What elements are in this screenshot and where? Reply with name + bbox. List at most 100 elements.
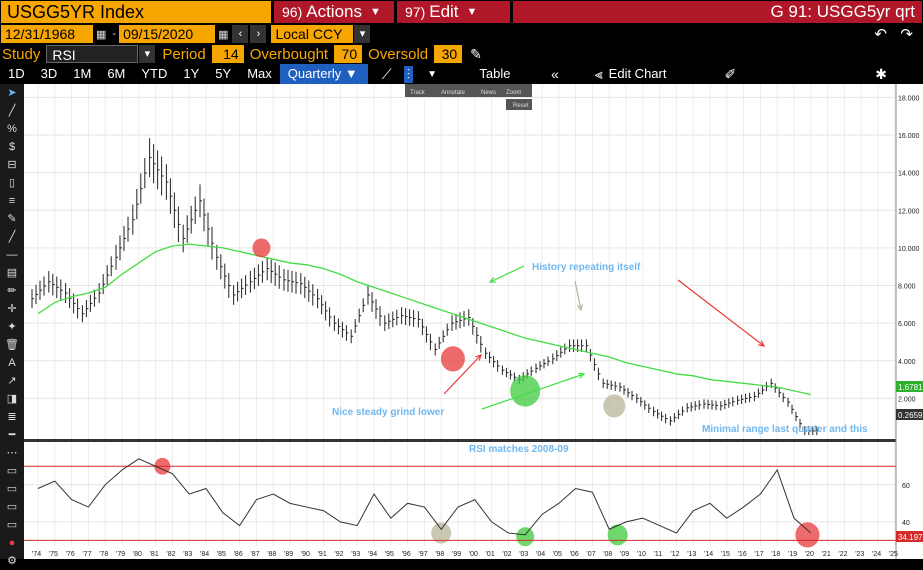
edit-chart-icon[interactable]: ⫷ (594, 65, 603, 82)
actions-menu[interactable]: 96) Actions ▼ (274, 1, 394, 23)
currency-field[interactable]: Local CCY (271, 25, 354, 43)
palette-icon[interactable]: ● (8, 537, 16, 549)
range-1d[interactable]: 1D (8, 66, 25, 81)
rsi-y-tick-label: 60 (902, 483, 910, 490)
annotation-arrowhead (577, 372, 586, 379)
brush-icon[interactable]: ✎ (7, 213, 17, 225)
mini-tab-track[interactable]: Track (410, 90, 426, 96)
reset-button[interactable] (506, 99, 532, 110)
x-tick-label: '06 (570, 551, 579, 558)
mini-tab-zoom[interactable]: Zoom (506, 90, 521, 96)
ticker-field[interactable]: USGG5YR Index (1, 1, 271, 23)
y-axis-labels: 2.000 4.000 6.000 8.000 10.000 12.000 14.000 16… (898, 95, 920, 526)
percent-icon[interactable]: % (7, 123, 17, 135)
line-chart-icon[interactable]: ⟋ (381, 65, 392, 82)
color-icon[interactable]: ◨ (6, 393, 18, 405)
edit-chart-button[interactable]: Edit Chart (608, 66, 667, 81)
chart-type-dropdown-icon[interactable]: ▼ (427, 68, 437, 80)
rsi-last-value-tag (896, 531, 923, 542)
lines-icon[interactable]: ≣ (7, 411, 17, 423)
calendar-icon[interactable]: ▦ (96, 28, 107, 41)
mode-b-icon[interactable]: ▭ (6, 483, 18, 495)
edit-label: Edit (429, 2, 459, 21)
chevron-down-icon: ▼ (344, 66, 358, 81)
settings-tool-icon[interactable]: ⚙ (7, 555, 17, 567)
y-tick-label: 14.000 (898, 171, 920, 178)
price-last-value: 0.2659 (898, 411, 923, 420)
range-3d[interactable]: 3D (40, 66, 58, 81)
range-toolbar: 1D 3D 1M 6M YTD 1Y 5Y Max Quarterly ▼ ⟋ … (0, 64, 923, 84)
collapse-icon[interactable]: « (550, 66, 559, 82)
annotate-icon[interactable]: ✐ (724, 65, 737, 82)
rectangle-icon[interactable]: ▯ (8, 177, 16, 189)
prev-arrow-icon[interactable]: ‹ (232, 25, 249, 43)
next-arrow-icon[interactable]: › (250, 25, 267, 43)
start-date-field[interactable]: 12/31/1968 (1, 25, 93, 43)
pen-icon[interactable]: ╱ (8, 105, 16, 117)
screen-title: G 91: USGG5yr qrt (770, 2, 915, 21)
trash-icon[interactable]: 🗑 (5, 339, 19, 351)
oversold-input[interactable]: 30 (434, 45, 463, 63)
dotted-line-icon[interactable]: ⋯ (6, 447, 18, 459)
overbought-input[interactable]: 70 (334, 45, 363, 63)
range-5y[interactable]: 5Y (215, 66, 232, 81)
range-1m[interactable]: 1M (73, 66, 92, 81)
solid-line-icon[interactable]: ━ (8, 429, 16, 441)
mode-c-icon[interactable]: ▭ (6, 501, 18, 513)
channel-icon[interactable]: ▤ (6, 267, 18, 279)
redo-icon[interactable]: ↷ (900, 26, 913, 43)
mini-toolbar[interactable]: Track Annotate News Zoom Reset (405, 84, 532, 110)
calendar-icon[interactable]: ▦ (218, 28, 229, 41)
gear-icon[interactable]: ✱ (875, 65, 887, 82)
mini-tab-annotate[interactable]: Annotate (441, 90, 466, 96)
arrow-tool-icon[interactable]: ↗ (7, 375, 17, 387)
ohlc-bar-icon[interactable]: ⫶ (403, 65, 414, 83)
range-quarterly[interactable]: Quarterly ▼ (279, 64, 368, 84)
annotation-arrow (489, 265, 525, 283)
range-6m[interactable]: 6M (107, 66, 126, 81)
fibonacci-icon[interactable]: ≡ (8, 195, 16, 207)
ma-last-value: 1.6781 (898, 383, 923, 392)
study-dropdown-icon[interactable]: ▾ (139, 45, 156, 63)
title-spacer (513, 1, 922, 23)
edit-menu[interactable]: 97) Edit ▼ (397, 1, 510, 23)
mode-a-icon[interactable]: ▭ (6, 465, 18, 477)
range-1y[interactable]: 1Y (183, 66, 200, 81)
period-input[interactable]: 14 (211, 45, 244, 63)
annotation-arrow (677, 279, 765, 347)
range-ytd[interactable]: YTD (141, 66, 168, 81)
y-tick-label: 4.000 (898, 359, 916, 366)
crosshair-icon[interactable]: ✛ (7, 303, 17, 315)
y-tick-label: 2.000 (898, 396, 916, 403)
dollar-icon[interactable]: $ (8, 141, 16, 153)
end-date-field[interactable]: 09/15/2020 (119, 25, 216, 43)
line-tool-icon[interactable]: ╱ (8, 231, 16, 243)
annotation-circle (440, 346, 465, 372)
study-select[interactable]: RSI (46, 45, 139, 63)
table-button[interactable]: Table (479, 66, 511, 81)
mode-d-icon[interactable]: ▭ (6, 519, 18, 531)
x-tick-label: '87 (250, 551, 259, 558)
ruler-icon[interactable]: ⊟ (7, 159, 17, 171)
rsi-reference-lines (24, 465, 896, 541)
chart-area[interactable]: Track Annotate News Zoom Reset 2.000 4.00… (24, 84, 923, 559)
paint-icon[interactable]: ✦ (7, 321, 17, 333)
oversold-label: Oversold (368, 45, 429, 63)
annotation-rsi: RSI matches 2008-09 (469, 444, 569, 455)
currency-dropdown-icon[interactable]: ▾ (354, 25, 371, 43)
undo-icon[interactable]: ↶ (874, 26, 887, 43)
y-tick-label: 10.000 (898, 246, 920, 253)
x-tick-label: '11 (654, 551, 663, 558)
x-tick-label: '76 (66, 551, 75, 558)
horizontal-line-icon[interactable]: — (6, 249, 18, 261)
x-tick-label: '89 (284, 551, 293, 558)
range-max[interactable]: Max (247, 66, 272, 81)
mini-tab-news[interactable]: News (481, 90, 496, 96)
pencil-tool-icon[interactable]: ✏ (7, 285, 17, 297)
text-icon[interactable]: A (8, 357, 16, 369)
pencil-icon[interactable]: ✎ (470, 45, 482, 62)
cursor-icon[interactable]: ➤ (7, 87, 17, 99)
x-tick-label: '91 (318, 551, 327, 558)
annotation-arrowhead (488, 276, 497, 283)
x-tick-label: '74 (32, 551, 41, 558)
